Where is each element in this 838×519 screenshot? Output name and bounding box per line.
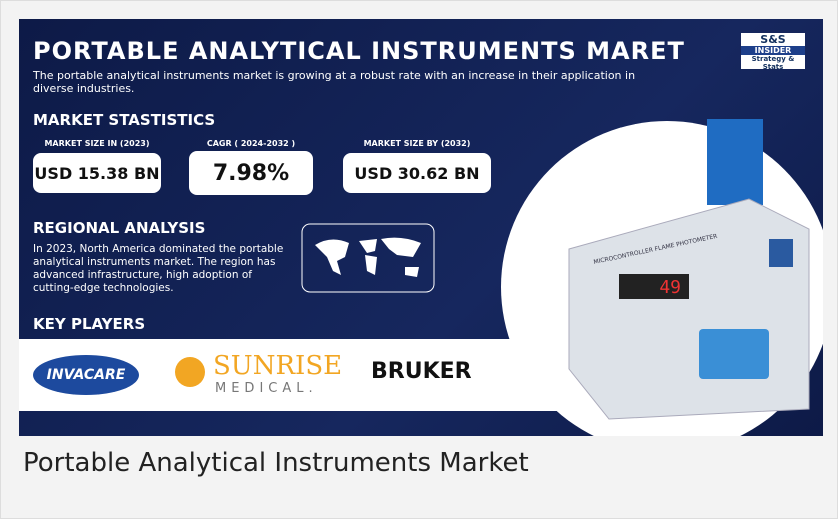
card: PORTABLE ANALYTICAL INSTRUMENTS MARET Th… xyxy=(0,0,838,519)
stats-heading: MARKET STASTISTICS xyxy=(33,111,215,129)
brand-middle: INSIDER xyxy=(741,46,805,55)
sunrise-icon xyxy=(175,357,205,387)
device-image: 49 MICROCONTROLLER FLAME PHOTOMETER xyxy=(499,119,823,436)
key-players-heading: KEY PLAYERS xyxy=(33,315,145,333)
regional-text: In 2023, North America dominated the por… xyxy=(33,243,293,295)
player-logo: SUNRISE xyxy=(213,351,342,381)
regional-heading: REGIONAL ANALYSIS xyxy=(33,219,205,237)
display-value: 49 xyxy=(659,277,681,298)
world-map xyxy=(301,223,435,293)
brand-logo: S&S INSIDER Strategy & Stats xyxy=(741,33,805,69)
stat-label: MARKET SIZE IN (2023) xyxy=(33,139,161,148)
player-logo: MEDICAL. xyxy=(215,381,318,396)
player-logo: BRUKER xyxy=(371,359,472,384)
stat-value: 7.98% xyxy=(189,151,313,195)
subtitle: The portable analytical instruments mark… xyxy=(33,69,653,95)
brand-bottom: Strategy & Stats xyxy=(741,55,805,71)
title: PORTABLE ANALYTICAL INSTRUMENTS MARET xyxy=(33,37,685,65)
device-top xyxy=(707,119,763,205)
side-screen xyxy=(769,239,793,267)
infographic: PORTABLE ANALYTICAL INSTRUMENTS MARET Th… xyxy=(19,19,823,436)
brand-top: S&S xyxy=(741,33,805,46)
caption: Portable Analytical Instruments Market xyxy=(23,448,529,478)
stat-value: USD 30.62 BN xyxy=(343,153,491,193)
player-logo: INVACARE xyxy=(33,355,139,395)
stat-value: USD 15.38 BN xyxy=(33,153,161,193)
stat-label: CAGR ( 2024-2032 ) xyxy=(189,139,313,148)
stat-label: MARKET SIZE BY (2032) xyxy=(343,139,491,148)
keypad xyxy=(699,329,769,379)
continents xyxy=(315,238,421,277)
